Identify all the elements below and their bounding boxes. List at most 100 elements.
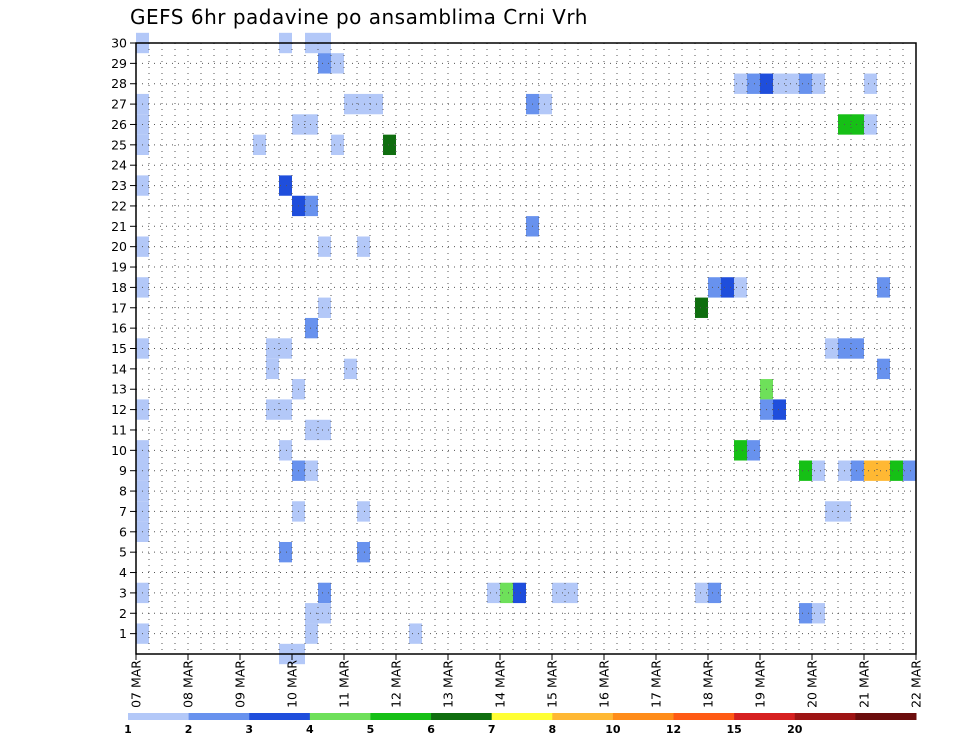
y-tick-label: 27	[111, 97, 127, 112]
heatmap-cell	[552, 582, 565, 604]
heatmap-cell	[318, 236, 331, 257]
y-tick-label: 22	[111, 198, 127, 213]
heatmap-cell	[734, 73, 747, 94]
x-tick-label: 17 MAR	[649, 660, 664, 708]
x-tick-label: 14 MAR	[493, 660, 508, 708]
y-tick-label: 28	[111, 76, 127, 91]
heatmap-cell	[318, 603, 331, 624]
x-tick-label: 15 MAR	[545, 660, 560, 708]
y-axis-ticks: 1234567891011121314151617181920212223242…	[111, 36, 136, 641]
heatmap-cell	[305, 460, 318, 481]
heatmap-cell	[799, 460, 812, 481]
heatmap-cell	[357, 501, 370, 522]
colorbar-label: 10	[605, 723, 621, 736]
y-tick-label: 21	[111, 219, 127, 234]
heatmap-cell	[266, 358, 279, 380]
x-tick-label: 08 MAR	[181, 660, 196, 708]
heatmap-cell	[279, 399, 292, 420]
heatmap-cell	[279, 541, 292, 563]
heatmap-cell	[318, 297, 331, 318]
y-tick-label: 5	[119, 545, 127, 560]
x-tick-label: 12 MAR	[389, 660, 404, 708]
heatmap-cell	[851, 460, 864, 481]
heatmap-cell	[305, 195, 318, 217]
colorbar-swatch	[612, 713, 675, 720]
heatmap-cell	[331, 134, 344, 156]
heatmap-cell	[331, 53, 344, 74]
heatmap-cell	[890, 460, 903, 481]
colorbar-swatch	[370, 713, 432, 720]
colorbar-label: 6	[427, 723, 435, 736]
colorbar-swatch	[309, 713, 371, 720]
x-tick-label: 20 MAR	[805, 660, 820, 708]
heatmap-cell	[279, 338, 292, 359]
y-tick-label: 30	[111, 36, 127, 51]
heatmap-cell	[253, 134, 266, 156]
x-tick-label: 09 MAR	[233, 660, 248, 708]
y-tick-label: 16	[111, 321, 127, 336]
heatmap-cell	[318, 582, 331, 604]
heatmap-cell	[721, 277, 734, 298]
x-tick-label: 21 MAR	[857, 660, 872, 708]
heatmap-cell	[487, 582, 500, 604]
heatmap-cell	[513, 582, 526, 604]
y-tick-label: 1	[119, 626, 127, 641]
heatmap-cell	[357, 236, 370, 257]
colorbar-label: 2	[185, 723, 193, 736]
heatmap-cell	[279, 440, 292, 461]
heatmap-cell	[279, 175, 292, 196]
heatmap-cell	[851, 114, 864, 135]
colorbar-swatch	[249, 713, 311, 720]
y-tick-label: 23	[111, 178, 127, 193]
heatmap-cell	[357, 93, 370, 115]
colorbar-swatch	[673, 713, 735, 720]
y-tick-label: 20	[111, 239, 127, 254]
heatmap-cell	[708, 582, 721, 604]
heatmap-cell	[266, 399, 279, 420]
heatmap-cell	[812, 460, 825, 481]
x-tick-label: 07 MAR	[129, 660, 144, 708]
colorbar-label: 20	[787, 723, 803, 736]
x-tick-label: 13 MAR	[441, 660, 456, 708]
y-tick-label: 29	[111, 56, 127, 71]
heatmap-cell	[500, 582, 513, 604]
heatmap-cell	[266, 338, 279, 359]
heatmap-cell	[812, 603, 825, 624]
x-tick-label: 22 MAR	[909, 660, 924, 708]
heatmap-cell	[877, 277, 890, 298]
heatmap-cell	[851, 338, 864, 359]
heatmap-cell	[734, 440, 747, 461]
y-tick-label: 11	[111, 422, 127, 437]
colorbar: 1 2 3 4 5 6 7 8 10 12 15 20	[124, 713, 917, 736]
colorbar-swatch	[188, 713, 250, 720]
y-tick-label: 6	[119, 524, 127, 539]
x-tick-label: 11 MAR	[337, 660, 352, 708]
colorbar-label: 3	[245, 723, 253, 736]
plot-frame	[135, 42, 917, 655]
colorbar-label: 12	[666, 723, 681, 736]
heatmap-cell	[734, 277, 747, 298]
heatmap-cell	[305, 114, 318, 135]
heatmap-cell	[799, 73, 812, 94]
heatmap-cell	[305, 623, 318, 644]
y-tick-label: 17	[111, 300, 127, 315]
heatmap-cell	[409, 623, 422, 644]
colorbar-label: 1	[124, 723, 132, 736]
colorbar-swatch	[431, 713, 493, 720]
y-tick-label: 9	[119, 463, 127, 478]
colorbar-label: 5	[367, 723, 375, 736]
colorbar-label: 15	[726, 723, 741, 736]
colorbar-label: 4	[306, 723, 314, 736]
y-tick-label: 12	[111, 402, 127, 417]
y-tick-label: 19	[111, 260, 127, 275]
y-tick-label: 3	[119, 585, 127, 600]
heatmap-cell	[344, 358, 357, 380]
y-tick-label: 8	[119, 484, 127, 499]
x-tick-label: 10 MAR	[285, 660, 300, 708]
heatmap-cell	[864, 114, 877, 135]
heatmap-cell	[305, 317, 318, 339]
heatmap-cell	[318, 53, 331, 74]
x-tick-label: 18 MAR	[701, 660, 716, 708]
heatmap-cell	[305, 603, 318, 624]
heatmap-cell	[708, 277, 721, 298]
